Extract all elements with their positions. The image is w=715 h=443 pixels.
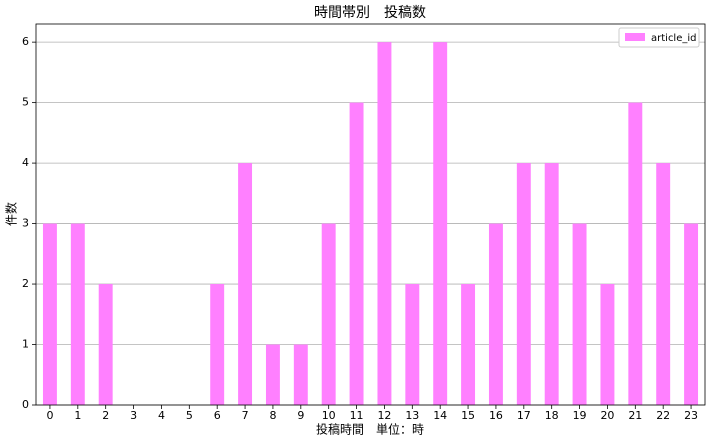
y-tick-label: 4 [22,156,29,169]
y-axis-label: 件数 [4,202,19,226]
x-tick-label: 1 [74,409,81,422]
x-tick-label: 9 [297,409,304,422]
y-tick-label: 0 [22,398,29,411]
bar [70,223,85,405]
bar [433,42,448,406]
x-tick-label: 16 [489,409,503,422]
bar [42,223,57,405]
bar [265,344,280,405]
x-tick-label: 19 [573,409,587,422]
plot-frame [35,23,706,406]
bar [684,223,699,405]
y-tick-label: 2 [22,277,29,290]
y-tick-label: 5 [22,96,29,109]
x-tick-label: 15 [461,409,475,422]
x-tick-label: 4 [158,409,165,422]
bar [544,163,559,405]
x-tick-label: 0 [46,409,53,422]
x-axis-label: 投稿時間 単位：時 [316,422,424,437]
x-tick-label: 5 [186,409,193,422]
bar [516,163,531,405]
bar [405,284,420,405]
x-tick-label: 3 [130,409,137,422]
chart-title: 時間帯別 投稿数 [314,5,426,21]
legend-box [618,27,700,48]
x-tick-label: 22 [656,409,670,422]
x-tick-label: 11 [350,409,364,422]
x-tick-label: 21 [628,409,642,422]
legend-swatch [625,33,645,41]
x-tick-label: 20 [600,409,614,422]
x-tick-label: 14 [433,409,447,422]
x-tick-label: 6 [214,409,221,422]
bar [600,284,615,405]
x-tick-label: 7 [242,409,249,422]
y-tick-label: 1 [22,338,29,351]
y-tick-label: 6 [22,35,29,48]
bar [656,163,671,405]
bar [349,102,364,405]
x-tick-label: 8 [269,409,276,422]
legend-label: article_id [651,33,697,44]
bar [461,284,476,405]
bar [377,42,392,406]
bar [488,223,503,405]
x-tick-label: 23 [684,409,698,422]
x-tick-label: 2 [102,409,109,422]
bar [628,102,643,405]
y-tick-label: 3 [22,217,29,230]
bar [321,223,336,405]
bar [210,284,225,405]
bar [293,344,308,405]
bar [98,284,113,405]
x-tick-label: 12 [377,409,391,422]
x-tick-label: 18 [545,409,559,422]
bar [238,163,253,405]
x-tick-label: 13 [405,409,419,422]
bar [572,223,587,405]
x-tick-label: 10 [322,409,336,422]
x-tick-label: 17 [517,409,531,422]
